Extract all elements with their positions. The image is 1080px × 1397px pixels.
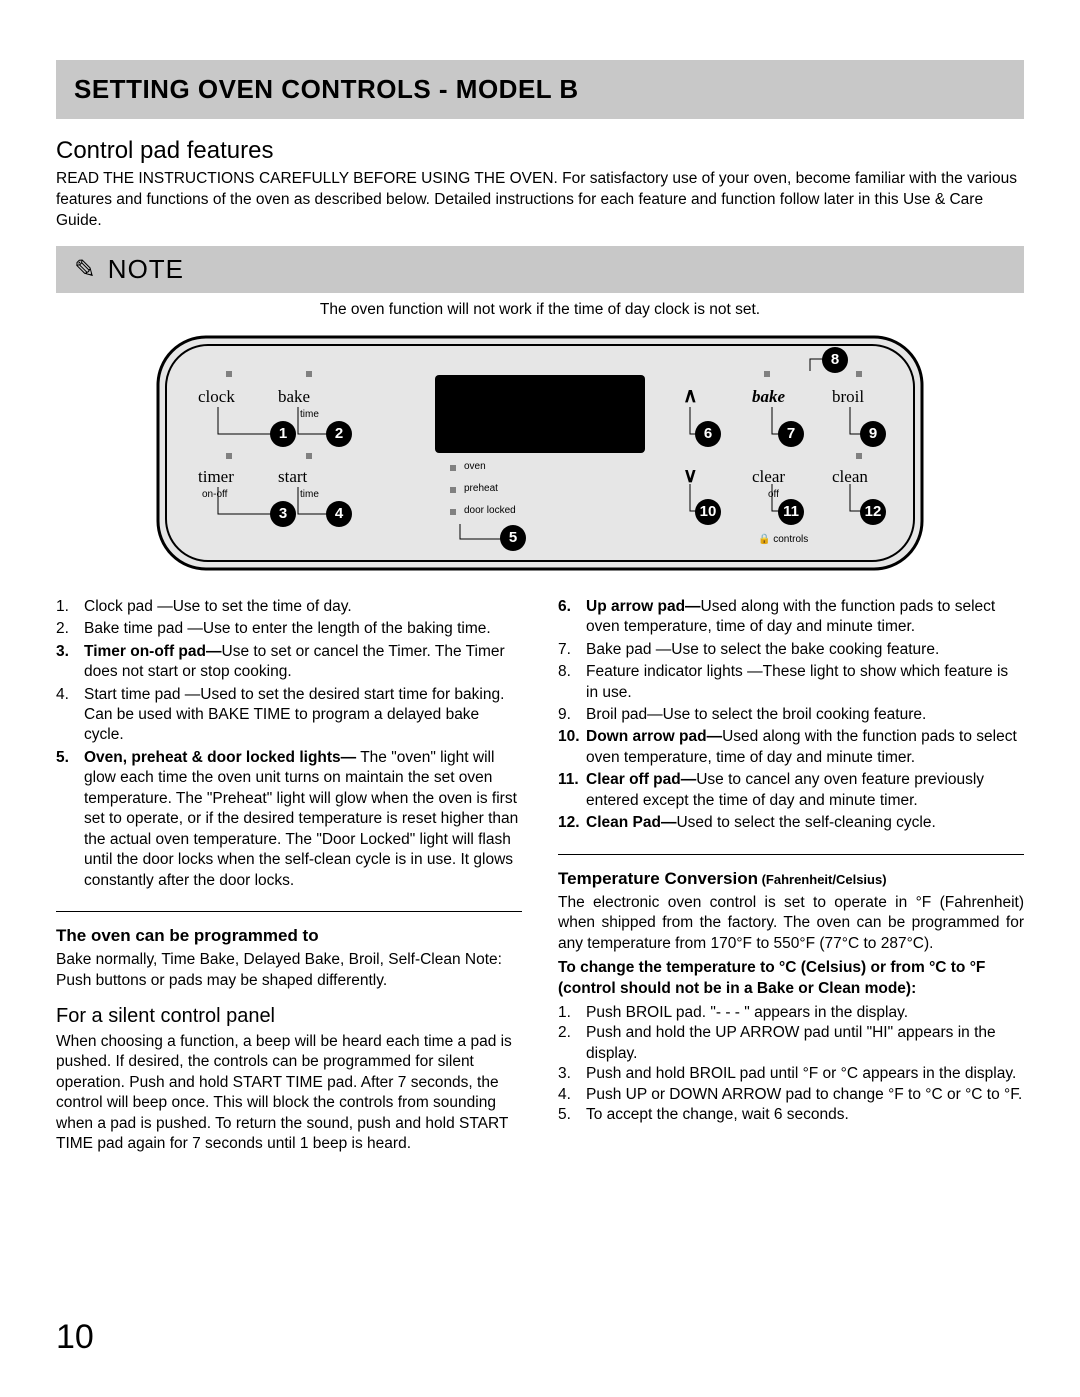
- callout-3: 3: [270, 501, 296, 527]
- section-title: SETTING OVEN CONTROLS - MODEL B: [74, 74, 1006, 105]
- label-time-sub: time: [300, 409, 319, 420]
- feature-item: 5.Oven, preheat & door locked lights— Th…: [56, 748, 522, 891]
- left-column: 1.Clock pad —Use to set the time of day.…: [56, 597, 522, 1159]
- callout-4: 4: [326, 501, 352, 527]
- divider: [56, 911, 522, 912]
- label-clean: clean: [832, 467, 868, 487]
- tempconv-steps: 1.Push BROIL pad. "- - - " appears in th…: [558, 1003, 1024, 1126]
- indicator-dot: [306, 371, 312, 377]
- callout-12: 12: [860, 499, 886, 525]
- feature-item: 4.Start time pad —Used to set the desire…: [56, 685, 522, 746]
- tempconv-body: The electronic oven control is set to op…: [558, 893, 1024, 954]
- label-clock: clock: [198, 387, 235, 407]
- callout-8: 8: [822, 347, 848, 373]
- feature-item: 1.Clock pad —Use to set the time of day.: [56, 597, 522, 617]
- subheading: Control pad features: [56, 137, 1024, 165]
- tempconv-intro: To change the temperature to °C (Celsius…: [558, 958, 1024, 999]
- feature-item: 2.Bake time pad —Use to enter the length…: [56, 619, 522, 639]
- content-columns: 1.Clock pad —Use to set the time of day.…: [56, 597, 1024, 1159]
- indicator-dot: [450, 465, 456, 471]
- silent-heading: For a silent control panel: [56, 1005, 522, 1028]
- indicator-dot: [226, 453, 232, 459]
- callout-5: 5: [500, 525, 526, 551]
- feature-list-right: 6.Up arrow pad—Used along with the funct…: [558, 597, 1024, 834]
- callout-2: 2: [326, 421, 352, 447]
- callout-9: 9: [860, 421, 886, 447]
- feature-item: 8.Feature indicator lights —These light …: [558, 662, 1024, 703]
- feature-item: 6.Up arrow pad—Used along with the funct…: [558, 597, 1024, 638]
- callout-10: 10: [695, 499, 721, 525]
- indicator-dot: [856, 453, 862, 459]
- up-arrow-icon: ∧: [683, 383, 698, 408]
- callout-1: 1: [270, 421, 296, 447]
- divider: [558, 854, 1024, 855]
- step-item: 1.Push BROIL pad. "- - - " appears in th…: [558, 1003, 1024, 1023]
- silent-body: When choosing a function, a beep will be…: [56, 1032, 522, 1155]
- feature-item: 9.Broil pad—Use to select the broil cook…: [558, 705, 1024, 725]
- down-arrow-icon: ∨: [683, 463, 698, 488]
- label-bake-bold: bake: [752, 387, 785, 407]
- label-bake-top: bake: [278, 387, 310, 407]
- indicator-dot: [856, 371, 862, 377]
- label-doorlocked: door locked: [464, 505, 516, 516]
- indicator-dot: [450, 487, 456, 493]
- programmed-body: Bake normally, Time Bake, Delayed Bake, …: [56, 950, 522, 991]
- label-clear: clear: [752, 467, 785, 487]
- programmed-heading: The oven can be programmed to: [56, 926, 522, 946]
- section-header: SETTING OVEN CONTROLS - MODEL B: [56, 60, 1024, 119]
- step-item: 2.Push and hold the UP ARROW pad until "…: [558, 1023, 1024, 1064]
- page-number: 10: [56, 1318, 94, 1357]
- tempconv-heading: Temperature Conversion (Fahrenheit/Celsi…: [558, 869, 1024, 889]
- intro-paragraph: READ THE INSTRUCTIONS CAREFULLY BEFORE U…: [56, 169, 1024, 232]
- label-onoff: on-off: [202, 489, 227, 500]
- label-time2: time: [300, 489, 319, 500]
- indicator-dot: [306, 453, 312, 459]
- label-timer: timer: [198, 467, 234, 487]
- feature-list-left: 1.Clock pad —Use to set the time of day.…: [56, 597, 522, 891]
- callout-6: 6: [695, 421, 721, 447]
- note-icon: ✎: [74, 254, 96, 285]
- right-column: 6.Up arrow pad—Used along with the funct…: [558, 597, 1024, 1159]
- label-broil: broil: [832, 387, 864, 407]
- feature-item: 7.Bake pad —Use to select the bake cooki…: [558, 640, 1024, 660]
- label-preheat: preheat: [464, 483, 498, 494]
- feature-item: 3.Timer on-off pad—Use to set or cancel …: [56, 642, 522, 683]
- step-item: 4.Push UP or DOWN ARROW pad to change °F…: [558, 1085, 1024, 1105]
- label-off: off: [768, 489, 779, 500]
- callout-7: 7: [778, 421, 804, 447]
- step-item: 5.To accept the change, wait 6 seconds.: [558, 1105, 1024, 1125]
- control-panel-diagram: clock bake time 1 2 timer start on-off t…: [150, 329, 930, 581]
- panel-svg: [150, 329, 930, 581]
- note-bar: ✎ NOTE: [56, 246, 1024, 293]
- label-controls: 🔒 controls: [758, 534, 808, 545]
- callout-11: 11: [778, 499, 804, 525]
- note-label: NOTE: [108, 254, 184, 285]
- label-oven: oven: [464, 461, 486, 472]
- step-item: 3.Push and hold BROIL pad until °F or °C…: [558, 1064, 1024, 1084]
- note-text: The oven function will not work if the t…: [56, 301, 1024, 319]
- feature-item: 11.Clear off pad—Use to cancel any oven …: [558, 770, 1024, 811]
- indicator-dot: [226, 371, 232, 377]
- indicator-dot: [450, 509, 456, 515]
- label-start: start: [278, 467, 307, 487]
- feature-item: 10.Down arrow pad—Used along with the fu…: [558, 727, 1024, 768]
- feature-item: 12.Clean Pad—Used to select the self-cle…: [558, 813, 1024, 833]
- indicator-dot: [764, 371, 770, 377]
